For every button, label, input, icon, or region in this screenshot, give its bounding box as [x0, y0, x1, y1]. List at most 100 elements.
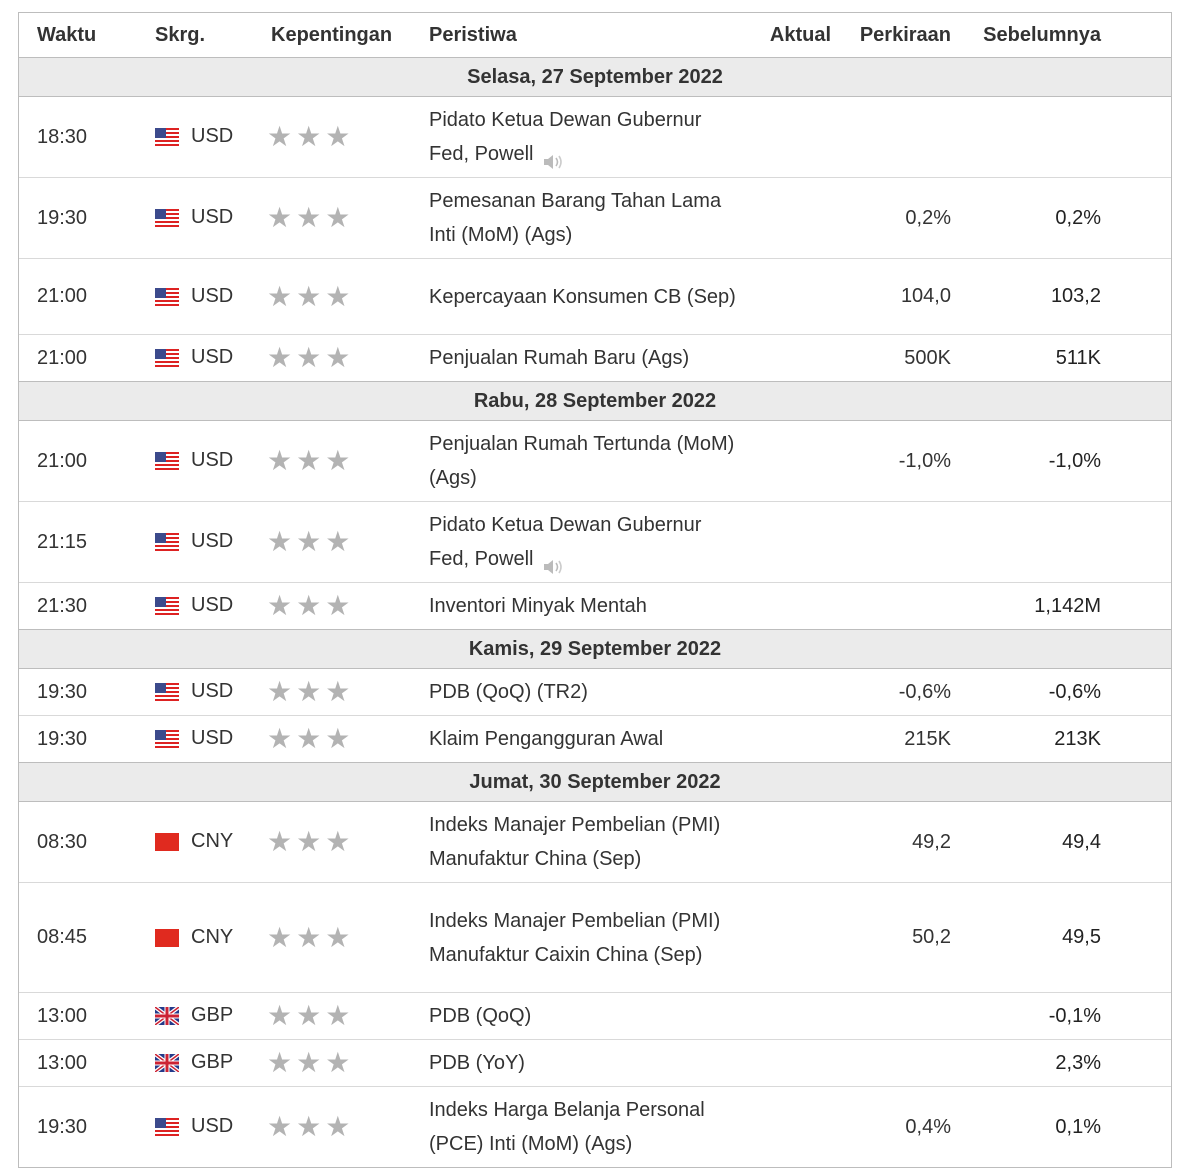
event-name-cell[interactable]: Pidato Ketua Dewan Gubernur Fed, Powell [411, 96, 749, 178]
us-flag-icon [155, 533, 179, 552]
row-spacer [1121, 1039, 1171, 1087]
header-currency[interactable]: Skrg. [155, 23, 206, 46]
event-name-cell[interactable]: Inventori Minyak Mentah [411, 582, 749, 630]
us-flag-icon [155, 1118, 179, 1137]
currency-code: USD [191, 206, 234, 229]
actual-value [749, 668, 851, 716]
star-icon: ★ [296, 1000, 322, 1031]
previous-value [971, 96, 1121, 178]
header-actual[interactable]: Aktual [769, 23, 831, 46]
event-name[interactable]: Indeks Manajer Pembelian (PMI) Manufaktu… [429, 909, 721, 966]
event-row[interactable]: 08:30 CNY ★ ★ ★ Indeks Manajer Pembelian (PMI… [19, 801, 1171, 883]
date-label: Kamis, 29 September 2022 [19, 629, 1171, 669]
event-row[interactable]: 21:15 USD ★ ★ ★ Pidato Ketua Dewan Gubernur F… [19, 501, 1171, 583]
event-name[interactable]: Pidato Ketua Dewan Gubernur Fed, Powell [429, 514, 702, 570]
event-name[interactable]: PDB (QoQ) (TR2) [429, 681, 588, 703]
us-flag-icon [155, 209, 179, 228]
star-icon: ★ [325, 1000, 351, 1031]
event-name-cell[interactable]: Indeks Manajer Pembelian (PMI) Manufaktu… [411, 801, 749, 883]
actual-value [749, 258, 851, 335]
event-name-cell[interactable]: Kepercayaan Konsumen CB (Sep) [411, 258, 749, 335]
event-currency-cell: GBP [137, 992, 253, 1040]
event-time: 21:00 [19, 420, 137, 502]
star-icon: ★ [296, 342, 322, 373]
star-icon: ★ [267, 342, 293, 373]
event-row[interactable]: 13:00 GBP ★ ★ ★ PDB (YoY) 2,3% [19, 1039, 1171, 1087]
event-row[interactable]: 08:45 CNY ★ ★ ★ Indeks Manajer Pembelian (PMI… [19, 882, 1171, 993]
event-row[interactable]: 21:00 USD ★ ★ ★ Penjualan Rumah Tertunda (MoM… [19, 420, 1171, 502]
event-name[interactable]: Pidato Ketua Dewan Gubernur Fed, Powell [429, 109, 702, 165]
actual-value [749, 992, 851, 1040]
event-name[interactable]: Indeks Harga Belanja Personal (PCE) Inti… [429, 1099, 705, 1155]
star-icon: ★ [267, 1111, 293, 1142]
currency-code: USD [191, 727, 234, 750]
event-name[interactable]: Kepercayaan Konsumen CB (Sep) [429, 285, 736, 308]
event-row[interactable]: 19:30 USD ★ ★ ★ Pemesanan Barang Tahan Lama I… [19, 177, 1171, 259]
event-name-cell[interactable]: Penjualan Rumah Tertunda (MoM) (Ags) [411, 420, 749, 502]
forecast-value: 500K [851, 334, 971, 382]
event-name-cell[interactable]: Pemesanan Barang Tahan Lama Inti (MoM) (… [411, 177, 749, 259]
header-time[interactable]: Waktu [37, 23, 97, 46]
event-time: 13:00 [19, 1039, 137, 1087]
event-name[interactable]: Inventori Minyak Mentah [429, 595, 647, 617]
previous-value: 0,2% [971, 177, 1121, 259]
star-icon: ★ [267, 826, 293, 857]
flag-canton [155, 730, 166, 741]
forecast-value [851, 582, 971, 630]
star-icon: ★ [325, 342, 351, 373]
row-spacer [1121, 420, 1171, 502]
header-importance[interactable]: Kepentingan [271, 23, 393, 46]
event-name-cell[interactable]: Indeks Harga Belanja Personal (PCE) Inti… [411, 1086, 749, 1167]
event-row[interactable]: 18:30 USD ★ ★ ★ Pidato Ketua Dewan Gubernur F… [19, 96, 1171, 178]
event-row[interactable]: 19:30 USD ★ ★ ★ PDB (QoQ) (TR2) -0,6% -0,6% [19, 668, 1171, 716]
star-icon: ★ [296, 526, 322, 557]
actual-value [749, 582, 851, 630]
event-name[interactable]: Penjualan Rumah Tertunda (MoM) (Ags) [429, 433, 735, 489]
event-time: 19:30 [19, 668, 137, 716]
star-icon: ★ [267, 280, 293, 312]
date-row: Rabu, 28 September 2022 [19, 381, 1171, 421]
event-row[interactable]: 21:30 USD ★ ★ ★ Inventori Minyak Mentah 1,142M [19, 582, 1171, 630]
importance-cell: ★ ★ ★ [253, 582, 411, 630]
importance-cell: ★ ★ ★ [253, 420, 411, 502]
event-name[interactable]: Penjualan Rumah Baru (Ags) [429, 347, 690, 369]
event-row[interactable]: 13:00 GBP ★ ★ ★ PDB (QoQ) -0,1% [19, 992, 1171, 1040]
us-flag-icon [155, 730, 179, 749]
event-time: 21:15 [19, 501, 137, 583]
speaker-icon[interactable] [542, 552, 564, 574]
star-icon: ★ [325, 590, 351, 621]
event-name-cell[interactable]: PDB (YoY) [411, 1039, 749, 1087]
importance-cell: ★ ★ ★ [253, 177, 411, 259]
header-forecast[interactable]: Perkiraan [859, 23, 951, 46]
event-time: 19:30 [19, 715, 137, 763]
currency-code: USD [191, 125, 234, 148]
speaker-icon[interactable] [542, 147, 564, 169]
event-row[interactable]: 21:00 USD ★ ★ ★ Penjualan Rumah Baru (Ags) 500… [19, 334, 1171, 382]
event-currency-cell: USD [137, 1086, 253, 1167]
economic-calendar: Waktu Skrg. Kepentingan Peristiwa Aktual… [18, 12, 1172, 1168]
china-flag-icon [155, 833, 179, 852]
previous-value: 49,5 [971, 882, 1121, 993]
event-name[interactable]: Pemesanan Barang Tahan Lama Inti (MoM) (… [429, 190, 722, 246]
header-previous[interactable]: Sebelumnya [983, 23, 1101, 46]
event-name-cell[interactable]: Penjualan Rumah Baru (Ags) [411, 334, 749, 382]
event-name[interactable]: PDB (QoQ) [429, 1005, 532, 1027]
event-row[interactable]: 21:00 USD ★ ★ ★ Kepercayaan Konsumen CB (Sep)… [19, 258, 1171, 335]
previous-value: 213K [971, 715, 1121, 763]
star-icon: ★ [296, 921, 322, 953]
header-event[interactable]: Peristiwa [429, 23, 517, 46]
event-name-cell[interactable]: Klaim Pengangguran Awal [411, 715, 749, 763]
event-name-cell[interactable]: Pidato Ketua Dewan Gubernur Fed, Powell [411, 501, 749, 583]
row-spacer [1121, 801, 1171, 883]
row-spacer [1121, 582, 1171, 630]
event-name-cell[interactable]: PDB (QoQ) [411, 992, 749, 1040]
event-name-cell[interactable]: PDB (QoQ) (TR2) [411, 668, 749, 716]
event-name-cell[interactable]: Indeks Manajer Pembelian (PMI) Manufaktu… [411, 882, 749, 993]
row-spacer [1121, 177, 1171, 259]
star-icon: ★ [267, 202, 293, 233]
event-name[interactable]: PDB (YoY) [429, 1052, 525, 1074]
event-row[interactable]: 19:30 USD ★ ★ ★ Klaim Pengangguran Awal 215K 21… [19, 715, 1171, 763]
event-name[interactable]: Indeks Manajer Pembelian (PMI) Manufaktu… [429, 814, 721, 870]
event-name[interactable]: Klaim Pengangguran Awal [429, 728, 664, 750]
event-row[interactable]: 19:30 USD ★ ★ ★ Indeks Harga Belanja Personal… [19, 1086, 1171, 1167]
